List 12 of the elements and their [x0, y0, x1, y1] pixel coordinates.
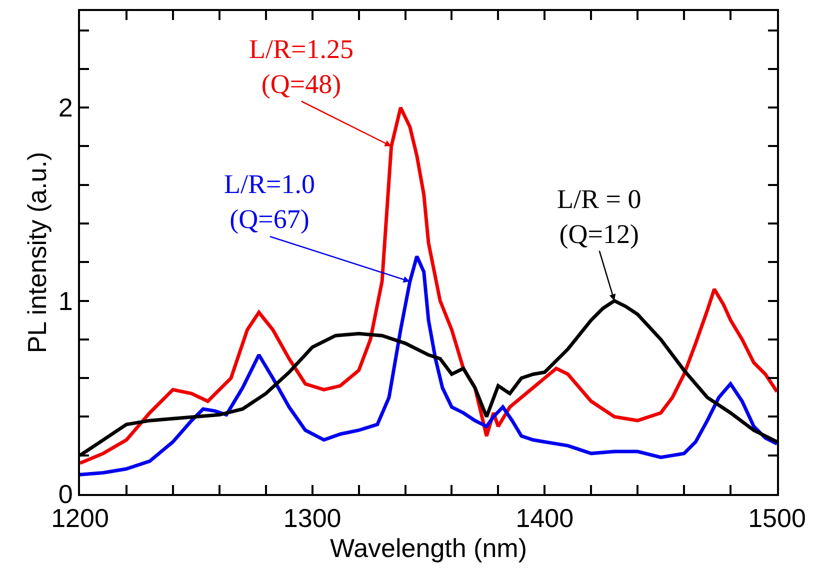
y-tick-label: 2 [58, 92, 73, 123]
x-axis-title: Wavelength (nm) [330, 533, 527, 564]
line-series [80, 106, 777, 465]
annotation: L/R = 0 (Q=12) [557, 184, 642, 250]
x-tick-label: 1500 [748, 503, 806, 534]
x-tick-label: 1300 [283, 503, 342, 534]
y-tick-label: 1 [58, 286, 73, 316]
annotation: L/R=1.0 (Q=67) [224, 169, 315, 234]
annotation: L/R=1.25 (Q=48) [249, 34, 354, 100]
line-series [80, 254, 777, 476]
y-axis-title: PL intensity (a.u.) [22, 152, 52, 354]
x-tick-label: 1400 [516, 503, 574, 534]
